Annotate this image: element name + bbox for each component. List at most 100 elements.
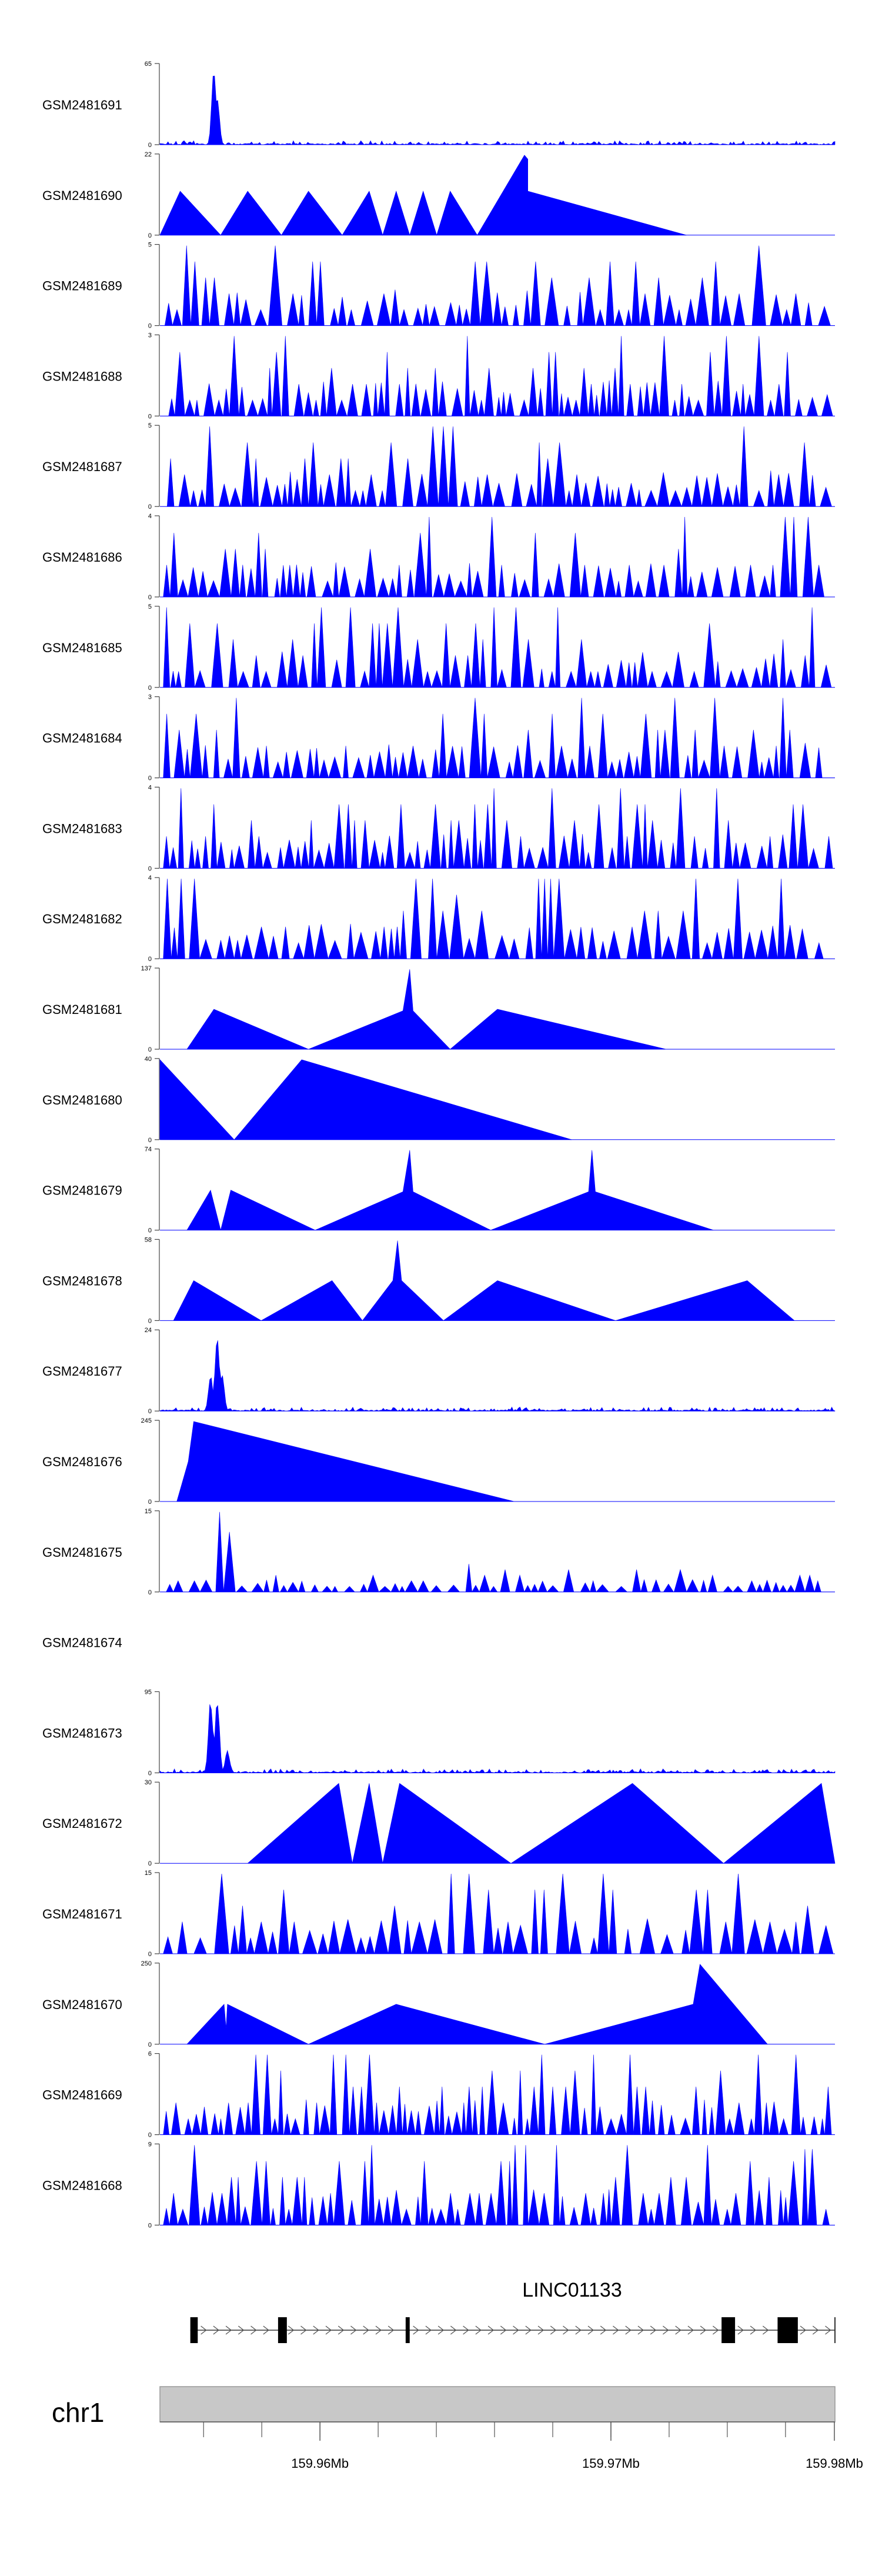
y-tick-max-label: 5 [148, 242, 152, 249]
y-tick-max-label: 5 [148, 603, 152, 610]
y-tick-max-label: 5 [148, 422, 152, 429]
track-GSM2481672: GSM2481672 30 0 [42, 1779, 836, 1867]
track-GSM2481682: GSM2481682 4 0 [42, 875, 835, 963]
strand-arrow [637, 2325, 644, 2335]
strand-arrow [375, 2325, 382, 2335]
track-label: GSM2481668 [42, 2178, 122, 2193]
coverage-area [186, 969, 667, 1050]
coverage-tracks: GSM2481691650GSM2481690220GSM248168950GS… [42, 61, 836, 2229]
y-tick-max-label: 15 [145, 1508, 152, 1515]
y-tick-max-label: 245 [141, 1417, 152, 1424]
strand-arrow [300, 2325, 307, 2335]
track-label: GSM2481688 [42, 369, 122, 383]
coverage-area [160, 516, 835, 598]
y-tick-max-label: 65 [145, 61, 152, 68]
chromosome-band [159, 2386, 836, 2422]
strand-arrow [463, 2325, 469, 2335]
coverage-area [247, 1783, 836, 1864]
strand-arrow [413, 2325, 419, 2335]
strand-arrow [475, 2325, 482, 2335]
track-GSM2481690: GSM2481690 22 0 [42, 151, 835, 239]
y-tick-max-label: 6 [148, 2051, 152, 2058]
track-GSM2481669: GSM2481669 6 0 [42, 2051, 835, 2139]
track-GSM2481668: GSM2481668 9 0 [42, 2141, 835, 2229]
strand-arrow [663, 2325, 669, 2335]
strand-arrow [587, 2325, 594, 2335]
strand-arrow [450, 2325, 457, 2335]
coverage-area [160, 1511, 835, 1593]
track-GSM2481675: GSM2481675 15 0 [42, 1508, 835, 1596]
strand-arrow [437, 2325, 445, 2335]
track-GSM2481683: GSM2481683 4 0 [42, 784, 835, 872]
strand-arrow [650, 2325, 657, 2335]
y-tick-max-label: 3 [148, 694, 152, 701]
track-GSM2481685: GSM2481685 5 0 [42, 603, 835, 692]
y-tick-max-label: 40 [145, 1056, 152, 1063]
track-label: GSM2481674 [42, 1636, 122, 1650]
coverage-area [160, 698, 835, 779]
track-label: GSM2481676 [42, 1454, 122, 1469]
track-GSM2481670: GSM2481670 250 0 [42, 1960, 835, 2048]
y-tick-zero-label: 0 [148, 2132, 152, 2139]
coverage-area [159, 155, 687, 236]
coverage-area [160, 2054, 835, 2135]
y-tick-max-label: 4 [148, 513, 152, 520]
y-tick-max-label: 74 [145, 1146, 152, 1153]
track-label: GSM2481689 [42, 279, 122, 293]
track-label: GSM2481678 [42, 1273, 122, 1288]
y-tick-max-label: 137 [141, 965, 152, 972]
track-label: GSM2481682 [42, 912, 122, 926]
track-GSM2481687: GSM2481687 5 0 [42, 422, 835, 510]
strand-arrow [250, 2325, 257, 2335]
strand-arrow [800, 2325, 807, 2335]
y-tick-zero-label: 0 [148, 1860, 152, 1867]
strand-arrow [500, 2325, 507, 2335]
track-label: GSM2481683 [42, 821, 122, 836]
exon-block [777, 2317, 798, 2343]
strand-arrow [575, 2325, 582, 2335]
y-tick-zero-label: 0 [148, 2222, 152, 2229]
track-label: GSM2481686 [42, 550, 122, 565]
strand-arrow [225, 2325, 232, 2335]
coverage-area [173, 1240, 795, 1321]
strand-arrow [537, 2325, 544, 2335]
gene-label: LINC01133 [522, 2279, 622, 2301]
x-axis-tick-label: 159.96Mb [291, 2456, 349, 2471]
track-label: GSM2481690 [42, 188, 122, 203]
y-tick-zero-label: 0 [148, 1589, 152, 1596]
x-axis-tick-label: 159.98Mb [806, 2456, 863, 2471]
track-label: GSM2481672 [42, 1816, 122, 1831]
strand-arrow [825, 2325, 831, 2335]
track-label: GSM2481673 [42, 1726, 122, 1740]
y-tick-zero-label: 0 [148, 1137, 152, 1144]
strand-arrow [487, 2325, 495, 2335]
gene-model-track: LINC01133 [190, 2279, 836, 2343]
coverage-area [160, 1873, 835, 1955]
x-axis-tick-label: 159.97Mb [582, 2456, 640, 2471]
strand-arrow [750, 2325, 757, 2335]
y-tick-zero-label: 0 [148, 323, 152, 330]
coverage-area [159, 1704, 836, 1773]
track-label: GSM2481669 [42, 2088, 122, 2103]
strand-arrow [700, 2325, 707, 2335]
exon-block [278, 2317, 287, 2343]
track-label: GSM2481671 [42, 1907, 122, 1921]
strand-arrow [238, 2325, 245, 2335]
coverage-area [160, 2145, 835, 2226]
track-label: GSM2481685 [42, 640, 122, 655]
y-tick-max-label: 22 [145, 151, 152, 158]
track-label: GSM2481677 [42, 1364, 122, 1379]
ideogram-axis-track: chr1 159.96Mb 159.97Mb 159.98Mb [52, 2386, 863, 2471]
exon-block [721, 2317, 736, 2343]
track-GSM2481681: GSM2481681 137 0 [42, 965, 835, 1053]
track-GSM2481679: GSM2481679 74 0 [42, 1146, 835, 1234]
coverage-area [186, 1150, 714, 1230]
coverage-area [160, 879, 835, 960]
strand-arrow [513, 2325, 519, 2335]
strand-arrow [600, 2325, 607, 2335]
strand-arrow [325, 2325, 332, 2335]
y-tick-max-label: 250 [141, 1960, 152, 1967]
y-tick-zero-label: 0 [148, 594, 152, 601]
track-GSM2481678: GSM2481678 58 0 [42, 1236, 835, 1324]
